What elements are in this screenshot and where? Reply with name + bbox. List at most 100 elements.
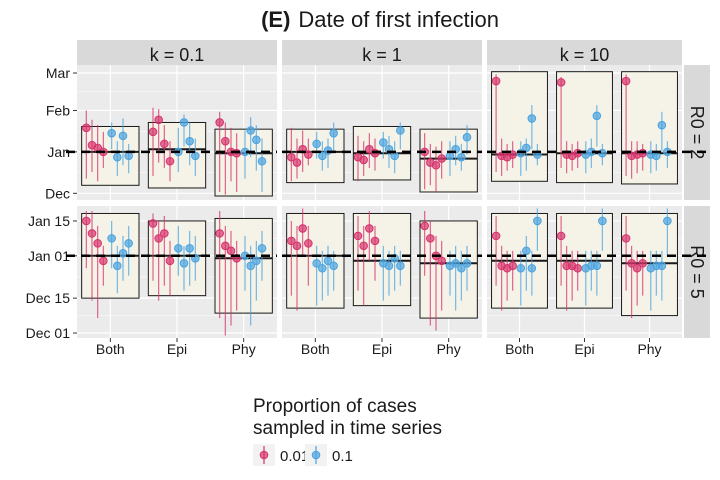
data-point xyxy=(174,244,183,253)
legend-label: 0.01 xyxy=(280,448,309,465)
box-phy xyxy=(621,71,678,185)
x-tick-label: Phy xyxy=(437,341,461,357)
y-tick-label: Jan 01 xyxy=(28,248,70,264)
data-point xyxy=(215,229,224,238)
data-point xyxy=(298,224,307,233)
data-point xyxy=(107,234,116,243)
data-point xyxy=(113,261,122,271)
data-point xyxy=(118,131,128,141)
data-point xyxy=(632,263,642,273)
data-point xyxy=(379,138,388,147)
data-point xyxy=(82,216,91,226)
data-point xyxy=(556,78,566,87)
data-point xyxy=(390,151,399,161)
data-point xyxy=(246,261,255,271)
data-point xyxy=(426,234,435,243)
box-both xyxy=(286,128,345,184)
chart-title-main: Date of first infection xyxy=(298,7,499,32)
data-point xyxy=(87,229,97,238)
legend-entries: 0.01 0.1 xyxy=(253,444,353,466)
data-point xyxy=(365,224,374,233)
data-point xyxy=(533,216,542,226)
data-point xyxy=(179,118,189,127)
data-point xyxy=(522,143,531,153)
data-point xyxy=(420,221,429,231)
data-point xyxy=(252,256,261,266)
data-point xyxy=(457,263,466,273)
y-tick-label: Feb xyxy=(46,102,70,118)
chart-title: (E) Date of first infection xyxy=(261,7,499,32)
data-point xyxy=(652,151,661,161)
data-point xyxy=(148,127,158,137)
data-point xyxy=(154,234,163,243)
legend-label: 0.1 xyxy=(332,448,353,465)
data-point xyxy=(621,234,631,243)
data-point xyxy=(287,152,296,162)
col-strip-label: k = 0.1 xyxy=(150,45,205,65)
legend: Proportion of cases sampled in time seri… xyxy=(253,396,442,466)
data-point xyxy=(160,229,169,238)
data-point xyxy=(82,123,91,133)
data-point xyxy=(292,241,302,251)
data-point xyxy=(663,216,672,226)
data-point xyxy=(226,246,236,256)
data-point xyxy=(462,258,472,268)
data-point xyxy=(318,263,327,273)
data-point xyxy=(329,261,338,271)
data-point xyxy=(491,76,501,86)
legend-key-point xyxy=(259,450,269,460)
y-tick-label: Jan 15 xyxy=(28,213,70,229)
data-point xyxy=(516,263,526,273)
panels-layer: k = 0.1 k = 1 k = 10 R0 = 2 R0 = 5 Both Epi Phy… xyxy=(26,40,712,357)
data-point xyxy=(329,128,338,138)
data-point xyxy=(353,231,363,241)
legend-entry: 0.01 xyxy=(253,444,309,466)
data-point xyxy=(527,263,537,273)
data-point xyxy=(370,148,380,158)
legend-entry: 0.1 xyxy=(305,444,353,466)
data-point xyxy=(287,236,296,246)
data-point xyxy=(118,249,128,258)
data-point xyxy=(257,244,267,253)
chart-title-tag: (E) xyxy=(261,7,290,32)
data-point xyxy=(657,261,667,271)
data-point xyxy=(154,115,163,125)
data-point xyxy=(462,132,472,142)
data-point xyxy=(396,261,405,271)
data-point xyxy=(165,256,175,266)
col-strip-label: k = 10 xyxy=(560,45,610,65)
x-tick-label: Both xyxy=(505,341,534,357)
data-point xyxy=(165,156,175,166)
data-point xyxy=(437,154,446,163)
data-point xyxy=(304,239,313,248)
data-point xyxy=(99,256,108,266)
data-point xyxy=(508,261,517,271)
data-point xyxy=(638,148,647,158)
data-point xyxy=(113,152,122,162)
data-point xyxy=(437,256,446,266)
data-point xyxy=(491,231,501,241)
data-point xyxy=(598,216,607,226)
col-strip xyxy=(487,40,682,65)
data-point xyxy=(148,219,158,228)
data-point xyxy=(431,160,441,170)
box-phy xyxy=(214,217,273,314)
y-tick-label: Dec 01 xyxy=(26,325,71,341)
box-epi xyxy=(556,71,613,184)
data-point xyxy=(556,231,566,241)
x-tick-label: Epi xyxy=(167,341,187,357)
data-point xyxy=(359,155,368,165)
col-strip-label: k = 1 xyxy=(362,45,402,65)
x-tick-label: Both xyxy=(301,341,330,357)
data-point xyxy=(527,114,537,123)
box-both xyxy=(491,71,548,182)
data-point xyxy=(232,148,241,158)
y-tick-label: Jan xyxy=(47,144,70,160)
data-point xyxy=(657,120,667,130)
y-tick-label: Mar xyxy=(46,65,70,81)
data-point xyxy=(221,241,230,251)
data-point xyxy=(221,136,230,146)
data-point xyxy=(370,236,380,246)
data-point xyxy=(252,135,261,145)
